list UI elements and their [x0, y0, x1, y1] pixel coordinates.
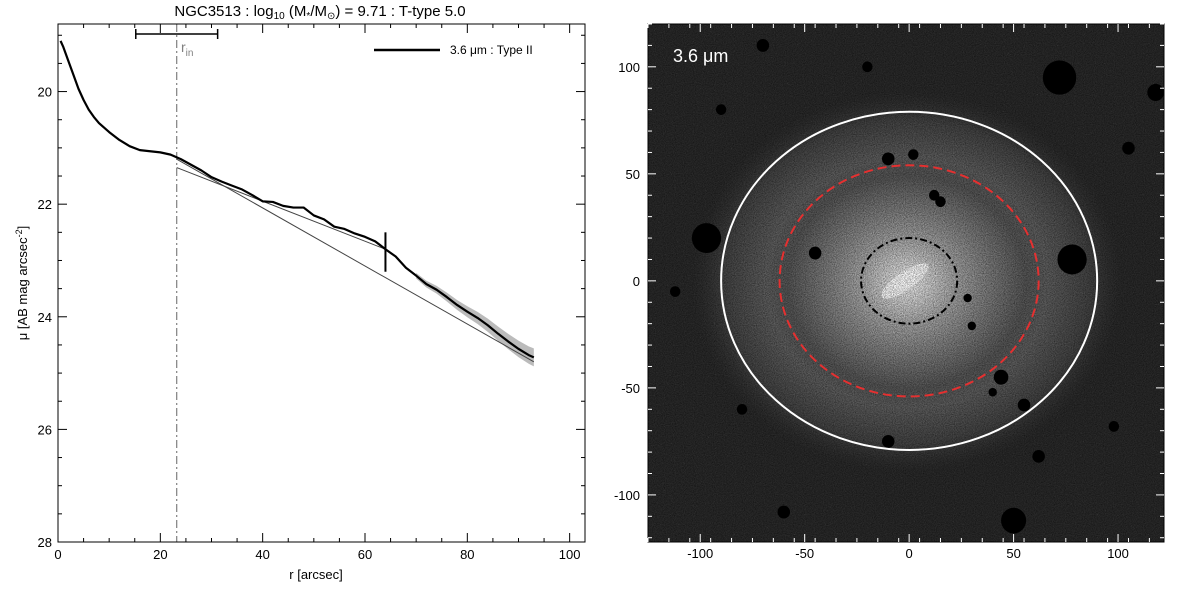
masked-source: [908, 149, 919, 160]
masked-source: [881, 152, 895, 166]
masked-source: [935, 196, 946, 208]
image-frame: [647, 23, 1165, 543]
x-axis-title: r [arcsec]: [289, 567, 342, 582]
masked-source: [993, 369, 1009, 385]
title-sub10: 10: [274, 11, 286, 22]
y-tick-label: 28: [38, 535, 52, 550]
image-x-tick-label: 100: [1107, 546, 1129, 561]
x-tick-label: 60: [358, 547, 372, 562]
masked-source: [756, 38, 770, 52]
profile-line: [59, 40, 535, 359]
masked-source: [1108, 421, 1120, 432]
break-ellipse: [778, 164, 1040, 398]
title-ttype: : T-type 5.0: [387, 3, 466, 20]
y-axis-title-main: μ [AB mag arcsec: [15, 237, 30, 340]
y-axis-title-sup: -2: [14, 229, 24, 237]
title-star: *: [306, 11, 310, 22]
y-axis-title-close: ]: [15, 226, 30, 230]
masked-source: [1057, 244, 1087, 275]
image-axes: -100 -50 0 50 100 -100 -50 0 50 100: [614, 23, 1165, 561]
masked-source: [963, 293, 972, 303]
plot-frame: [57, 23, 586, 543]
image-panel: 3.6 μm -100 -50 0 50 100 -100 -50 0 50 100: [614, 23, 1165, 561]
masked-source: [881, 434, 895, 448]
image-y-tick-label: 50: [626, 167, 640, 182]
image-x-tick-label: -100: [687, 546, 713, 561]
chart-title: NGC3513 : log10 (M*/M⊙) = 9.71 : T-type …: [174, 3, 465, 22]
image-x-tick-label: 50: [1006, 546, 1020, 561]
masked-source: [1147, 83, 1164, 102]
isophote-ellipses: [720, 110, 1099, 451]
masked-source: [777, 505, 791, 519]
profile-marks: [59, 24, 535, 542]
image-y-tick-label: 0: [633, 274, 640, 289]
image-y-tick-label: -100: [614, 488, 640, 503]
image-y-tick-label: -50: [621, 381, 640, 396]
r-in-label-sub: in: [186, 48, 194, 59]
image-x-tick-label: -50: [795, 546, 814, 561]
title-galaxy-name: NGC3513: [174, 3, 241, 20]
masked-source: [736, 403, 748, 415]
masked-source: [988, 387, 997, 397]
x-tick-label: 20: [153, 547, 167, 562]
outer-ellipse: [720, 110, 1099, 451]
title-value: ) = 9.71: [335, 3, 386, 20]
title-slash: /M: [310, 3, 327, 20]
x-tick-label: 0: [54, 547, 61, 562]
x-tick-label: 100: [559, 547, 581, 562]
masked-source: [967, 321, 976, 331]
masked-source: [1001, 507, 1027, 534]
outer-fit-line: [176, 158, 535, 363]
image-band-label: 3.6 μm: [673, 46, 728, 66]
masked-sources: [669, 38, 1164, 534]
masked-source: [1042, 60, 1077, 95]
x-tick-label: 40: [255, 547, 269, 562]
masked-source: [862, 61, 873, 73]
masked-source: [1032, 449, 1045, 463]
masked-source: [808, 246, 822, 260]
profile-panel: NGC3513 : log10 (M*/M⊙) = 9.71 : T-type …: [14, 3, 586, 582]
y-tick-label: 20: [38, 85, 52, 100]
x-tick-label: 80: [460, 547, 474, 562]
masked-source: [1122, 141, 1135, 155]
legend-label: 3.6 μm : Type II: [450, 43, 533, 57]
y-axis-title: μ [AB mag arcsec-2]: [14, 226, 30, 341]
title-sun: ⊙: [327, 11, 335, 22]
image-x-tick-label: 0: [906, 546, 913, 561]
title-sep: : log: [241, 3, 274, 20]
masked-source: [691, 223, 722, 254]
y-tick-label: 24: [38, 310, 52, 325]
inner-fit-line: [176, 167, 386, 250]
y-tick-label: 22: [38, 197, 52, 212]
masked-source: [1017, 398, 1031, 412]
masked-source: [715, 104, 727, 115]
title-paren: (M: [285, 3, 307, 20]
legend: 3.6 μm : Type II: [374, 43, 533, 57]
image-noise-dark: [648, 24, 1164, 542]
image-y-tick-label: 100: [618, 60, 640, 75]
profile-axes: 0 20 40 60 80 100 20 22 24 26 28: [38, 23, 586, 562]
r-in-label-main: r: [181, 39, 186, 55]
inner-ellipse: [860, 237, 959, 325]
r-in-label: rin: [181, 39, 193, 59]
y-tick-label: 26: [38, 422, 52, 437]
masked-source: [669, 286, 681, 297]
